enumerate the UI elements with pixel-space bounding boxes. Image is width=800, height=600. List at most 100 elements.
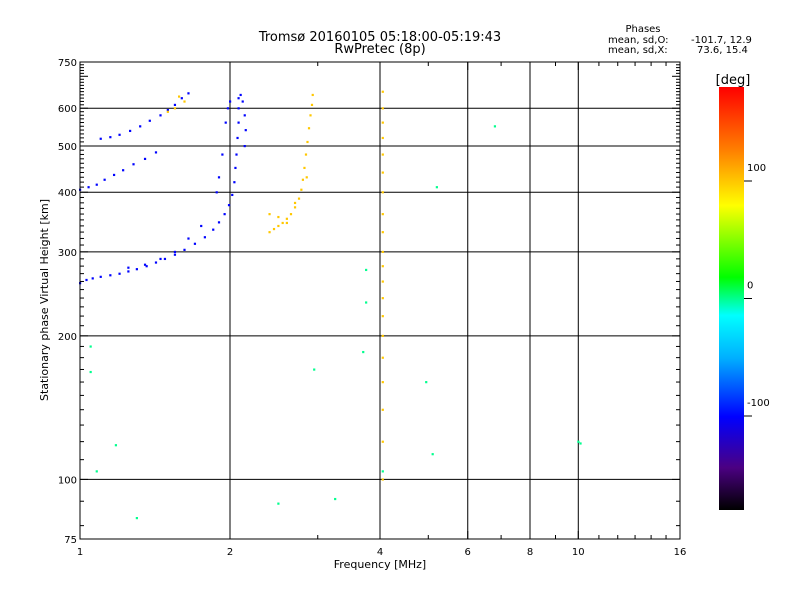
- echo-point: [226, 107, 230, 110]
- echo-point: [307, 127, 311, 130]
- echo-point: [177, 95, 181, 98]
- y-tick-label: 400: [58, 188, 77, 199]
- y-tick-label: 300: [58, 248, 77, 259]
- echo-point: [127, 270, 130, 273]
- echo-point: [183, 100, 186, 103]
- colorbar: [719, 87, 744, 510]
- echo-point: [381, 334, 384, 338]
- echo-point: [135, 268, 138, 271]
- x-tick-label: 10: [572, 547, 585, 558]
- echo-point: [89, 345, 92, 348]
- echo-point: [112, 173, 116, 177]
- echo-point: [310, 103, 314, 107]
- echo-point: [132, 163, 135, 166]
- echo-point: [303, 166, 306, 170]
- echo-point: [215, 191, 218, 194]
- echo-point: [145, 265, 148, 268]
- echo-point: [285, 217, 288, 220]
- echo-point: [173, 103, 177, 107]
- echo-point: [305, 176, 308, 179]
- echo-point: [381, 265, 384, 268]
- colorbar-tick-label: 0: [747, 281, 753, 292]
- echo-point: [95, 183, 98, 186]
- x-tick-label: 6: [465, 547, 471, 558]
- y-tick-label: 500: [58, 142, 77, 153]
- echo-point: [237, 121, 240, 124]
- echo-point: [118, 133, 121, 136]
- echo-point: [118, 272, 121, 275]
- echo-point: [166, 108, 169, 112]
- echo-point: [217, 176, 221, 179]
- echo-point: [143, 263, 147, 266]
- echo-point: [579, 442, 582, 445]
- echo-point: [300, 188, 303, 191]
- echo-point: [236, 136, 239, 140]
- echo-point: [135, 517, 138, 520]
- echo-point: [289, 213, 293, 216]
- echo-point: [166, 110, 169, 113]
- echo-point: [224, 121, 227, 124]
- echo-point: [313, 368, 316, 371]
- echo-point: [103, 178, 106, 181]
- echo-point: [237, 107, 240, 110]
- echo-point: [99, 275, 102, 278]
- echo-point: [435, 186, 438, 189]
- x-axis-label: Frequency [MHz]: [334, 558, 426, 571]
- echo-point: [229, 100, 232, 103]
- echo-point: [277, 502, 280, 505]
- echo-point: [381, 381, 384, 384]
- echo-point: [309, 114, 312, 117]
- y-axis-ticks: 75 100 200 300 400 500 600 750: [58, 58, 680, 546]
- colorbar-tick-label: 100: [747, 163, 766, 174]
- echo-point: [139, 125, 142, 128]
- echo-point: [381, 171, 384, 174]
- x-axis-ticks: 1 2 4 6 8 10 16: [77, 62, 686, 558]
- echo-point: [180, 97, 183, 100]
- echo-point: [381, 121, 384, 124]
- x-tick-label: 8: [527, 547, 533, 558]
- echo-point: [277, 224, 280, 228]
- echo-point: [243, 114, 246, 117]
- phases-x-values: 73.6, 15.4: [697, 45, 748, 56]
- echo-point: [381, 213, 384, 216]
- echo-point: [285, 221, 288, 225]
- echo-point: [87, 186, 90, 189]
- echo-point: [234, 166, 237, 170]
- y-tick-label: 100: [58, 475, 77, 486]
- echo-point: [268, 231, 271, 234]
- chart-title-line1: Tromsø 20160105 05:18:00-05:19:43: [258, 30, 501, 45]
- echo-point: [425, 381, 428, 384]
- echo-point: [293, 206, 297, 209]
- x-tick-label: 4: [377, 547, 383, 558]
- echo-point: [297, 197, 301, 200]
- echo-point: [304, 153, 308, 156]
- echo-point: [311, 93, 314, 97]
- echo-point: [277, 215, 280, 219]
- echo-point: [381, 90, 384, 93]
- colorbar-label: [deg]: [716, 73, 751, 88]
- echo-point: [183, 248, 186, 251]
- echo-point: [268, 213, 271, 216]
- chart-title-line2: RwPretec (8p): [334, 42, 425, 57]
- y-tick-label: 75: [64, 535, 77, 546]
- echo-point: [154, 261, 158, 264]
- echo-point: [293, 201, 297, 205]
- echo-point: [243, 144, 246, 148]
- echo-point: [122, 169, 125, 172]
- y-axis-label: Stationary phase Virtual Height [km]: [38, 199, 51, 401]
- echo-point: [381, 153, 384, 156]
- echo-point: [159, 114, 162, 117]
- echo-point: [159, 257, 162, 261]
- phases-o-values: -101.7, 12.9: [691, 35, 752, 46]
- colorbar-tick-label: -100: [747, 398, 770, 409]
- echo-point: [381, 250, 384, 254]
- echo-point: [381, 478, 384, 481]
- y-tick-label: 600: [58, 104, 77, 115]
- echo-point: [381, 408, 384, 411]
- echo-point: [241, 100, 244, 103]
- echo-point: [381, 191, 384, 194]
- echo-point: [365, 268, 368, 272]
- echo-point: [381, 136, 384, 140]
- echo-point: [95, 470, 98, 473]
- echo-point: [148, 119, 151, 122]
